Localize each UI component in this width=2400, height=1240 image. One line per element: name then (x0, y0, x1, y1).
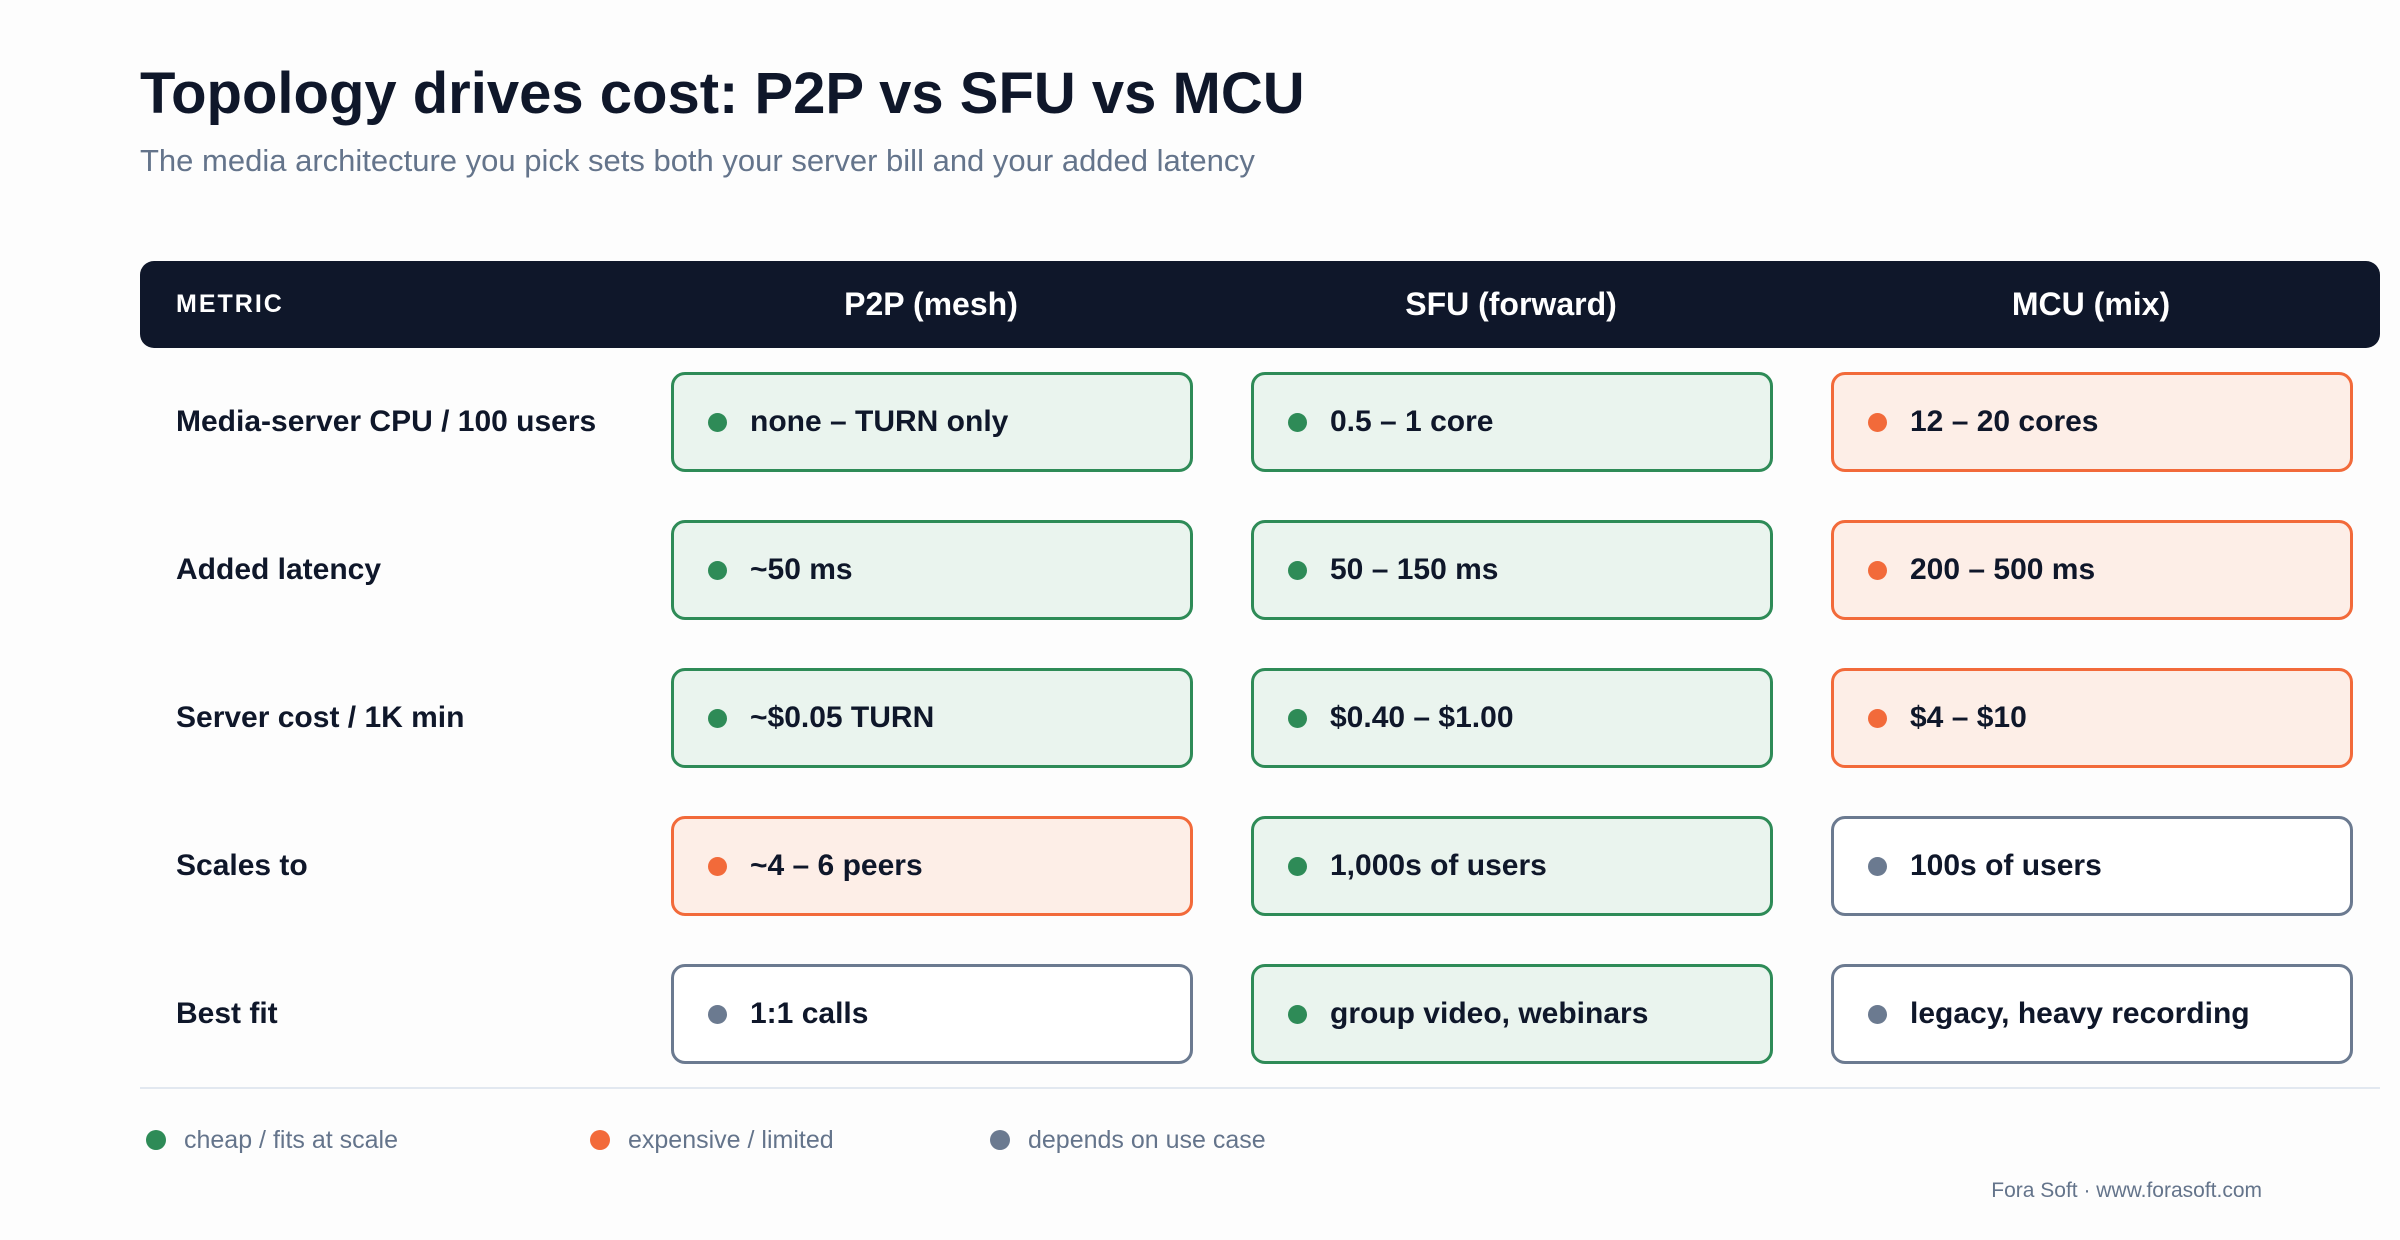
page-title: Topology drives cost: P2P vs SFU vs MCU (140, 61, 1305, 126)
row-label-cost: Server cost / 1K min (176, 701, 465, 734)
table-cell: group video, webinars (1251, 964, 1773, 1064)
row-label-cpu: Media-server CPU / 100 users (176, 405, 597, 438)
cell-value: 0.5 – 1 core (1330, 405, 1494, 438)
header-column-mcu: MCU (mix) (2011, 286, 2171, 322)
cell-value: 50 – 150 ms (1330, 553, 1499, 586)
cell-value: legacy, heavy recording (1910, 997, 2250, 1030)
footer-credit: Fora Soft · www.forasoft.com (1991, 1179, 2262, 1202)
status-dot-icon (1868, 708, 1887, 728)
legend-item-good: cheap / fits at scale (146, 1120, 398, 1160)
table-cell: legacy, heavy recording (1831, 964, 2353, 1064)
legend-label: expensive / limited (628, 1125, 834, 1154)
status-dot-icon (1288, 1004, 1307, 1024)
status-dot-icon (1868, 1004, 1887, 1024)
table-header-bar (140, 261, 2380, 348)
table-cell: 200 – 500 ms (1831, 520, 2353, 620)
cell-value: $0.40 – $1.00 (1330, 701, 1514, 734)
table-cell: ~50 ms (671, 520, 1193, 620)
table-cell: 1:1 calls (671, 964, 1193, 1064)
table-cell: none – TURN only (671, 372, 1193, 472)
header-column-sfu: SFU (forward) (1405, 286, 1617, 322)
table-cell: 100s of users (1831, 816, 2353, 916)
row-label-best-fit: Best fit (176, 997, 278, 1030)
legend-label: cheap / fits at scale (184, 1125, 399, 1154)
legend-divider (140, 1087, 2380, 1089)
legend-label: depends on use case (1028, 1125, 1266, 1154)
table-cell: $4 – $10 (1831, 668, 2353, 768)
status-dot-icon (1288, 708, 1307, 728)
status-dot-icon (708, 560, 727, 580)
cell-value: ~50 ms (750, 553, 853, 586)
status-dot-icon (1868, 856, 1887, 876)
cell-value: ~$0.05 TURN (750, 701, 935, 734)
table-cell: 1,000s of users (1251, 816, 1773, 916)
header-column-p2p: P2P (mesh) (844, 286, 1018, 322)
legend-dot-icon (590, 1130, 610, 1150)
status-dot-icon (1868, 412, 1887, 432)
status-dot-icon (1288, 412, 1307, 432)
row-label-scales: Scales to (176, 849, 308, 882)
header-metric-label: METRIC (176, 290, 284, 318)
cell-value: 1:1 calls (750, 997, 869, 1030)
cell-value: none – TURN only (750, 405, 1009, 438)
status-dot-icon (708, 856, 727, 876)
page-subtitle: The media architecture you pick sets bot… (140, 143, 1255, 178)
table-cell: 50 – 150 ms (1251, 520, 1773, 620)
cell-value: $4 – $10 (1910, 701, 2027, 734)
legend-item-bad: expensive / limited (590, 1120, 834, 1160)
status-dot-icon (1288, 560, 1307, 580)
table-cell: ~$0.05 TURN (671, 668, 1193, 768)
table-cell: $0.40 – $1.00 (1251, 668, 1773, 768)
row-label-latency: Added latency (176, 553, 382, 586)
table-cell: 0.5 – 1 core (1251, 372, 1773, 472)
status-dot-icon (1868, 560, 1887, 580)
legend-dot-icon (990, 1130, 1010, 1150)
cell-value: group video, webinars (1330, 997, 1649, 1030)
status-dot-icon (1288, 856, 1307, 876)
legend-item-neutral: depends on use case (990, 1120, 1266, 1160)
table-cell: ~4 – 6 peers (671, 816, 1193, 916)
cell-value: 200 – 500 ms (1910, 553, 2096, 586)
legend-dot-icon (146, 1130, 166, 1150)
cell-value: 1,000s of users (1330, 849, 1547, 882)
status-dot-icon (708, 1004, 727, 1024)
status-dot-icon (708, 412, 727, 432)
status-dot-icon (708, 708, 727, 728)
cell-value: ~4 – 6 peers (750, 849, 923, 882)
cell-value: 100s of users (1910, 849, 2102, 882)
table-cell: 12 – 20 cores (1831, 372, 2353, 472)
cell-value: 12 – 20 cores (1910, 405, 2099, 438)
